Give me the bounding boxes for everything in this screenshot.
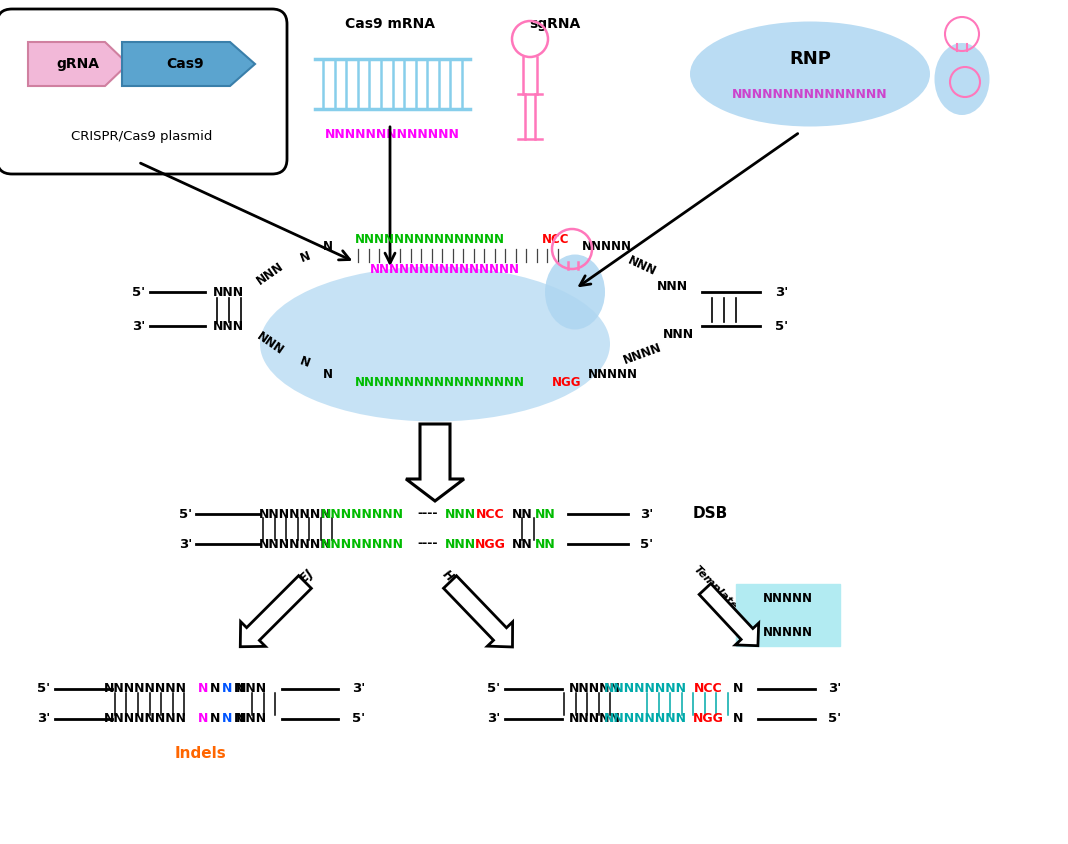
Text: NNNNNNNN: NNNNNNNN <box>603 683 687 695</box>
Text: N: N <box>733 683 743 695</box>
Text: NNNNNNNNNNNNNNNNN: NNNNNNNNNNNNNNNNN <box>355 376 525 388</box>
Text: NNNNN: NNNNN <box>569 683 621 695</box>
Text: ----: ---- <box>418 507 438 521</box>
Text: NCC: NCC <box>475 507 504 521</box>
Text: 3': 3' <box>640 507 654 521</box>
Text: Cas9 mRNA: Cas9 mRNA <box>345 17 435 31</box>
Text: NN: NN <box>535 507 555 521</box>
Text: NGG: NGG <box>692 712 723 726</box>
Text: N: N <box>323 240 333 252</box>
Text: NNN: NNN <box>235 683 267 695</box>
FancyArrow shape <box>240 576 312 647</box>
Text: 5': 5' <box>37 683 50 695</box>
Text: gRNA: gRNA <box>57 57 99 71</box>
Text: N: N <box>323 367 333 381</box>
Text: NNNNN: NNNNN <box>763 592 813 605</box>
Text: 3': 3' <box>828 683 842 695</box>
Text: NNNNNNNN: NNNNNNNN <box>104 712 187 726</box>
Text: 3': 3' <box>352 683 365 695</box>
Text: N: N <box>222 683 232 695</box>
Text: NCC: NCC <box>541 232 569 246</box>
Text: NN: NN <box>535 538 555 550</box>
Text: RNP: RNP <box>789 50 831 68</box>
Text: 3': 3' <box>487 712 500 726</box>
Text: NNNNN: NNNNN <box>582 240 632 252</box>
Text: NNN: NNN <box>626 254 658 279</box>
Text: NNN: NNN <box>657 279 688 293</box>
Text: N: N <box>209 683 220 695</box>
Ellipse shape <box>545 255 604 329</box>
FancyArrow shape <box>700 583 758 646</box>
Text: NNN: NNN <box>254 260 286 288</box>
Text: N: N <box>298 354 312 370</box>
Text: 5': 5' <box>178 507 192 521</box>
Text: N: N <box>222 712 232 726</box>
Text: NNN: NNN <box>444 507 475 521</box>
Text: NNNNNNNNNNNNNNN: NNNNNNNNNNNNNNN <box>370 262 520 275</box>
Text: 5': 5' <box>828 712 842 726</box>
Text: NNNNNNNNNNNNNNN: NNNNNNNNNNNNNNN <box>733 88 888 100</box>
Text: NNNNNNNNNNNNNNN: NNNNNNNNNNNNNNN <box>355 232 505 246</box>
Text: N: N <box>209 712 220 726</box>
Text: N: N <box>298 249 312 265</box>
Text: 3': 3' <box>775 285 788 299</box>
Text: N: N <box>733 712 743 726</box>
Text: NNN: NNN <box>213 320 244 333</box>
Text: NNNNNNNN: NNNNNNNN <box>320 507 404 521</box>
FancyBboxPatch shape <box>736 584 841 646</box>
Text: NNNNNNNNNNNNN: NNNNNNNNNNNNN <box>325 127 459 140</box>
Text: NNN: NNN <box>662 327 693 340</box>
Text: NGG: NGG <box>552 376 581 388</box>
Text: NNN: NNN <box>254 330 286 358</box>
Text: N: N <box>198 683 208 695</box>
Text: NNNNN: NNNNN <box>763 625 813 639</box>
Text: 3': 3' <box>178 538 192 550</box>
Text: 5': 5' <box>352 712 365 726</box>
Text: 5': 5' <box>487 683 500 695</box>
Text: Template: Template <box>691 564 739 612</box>
Text: NN: NN <box>512 507 532 521</box>
Polygon shape <box>28 42 128 86</box>
Text: CRISPR/Cas9 plasmid: CRISPR/Cas9 plasmid <box>72 129 213 143</box>
Text: NNN: NNN <box>213 285 244 299</box>
Ellipse shape <box>690 21 930 127</box>
Text: NCC: NCC <box>694 683 722 695</box>
Text: NNNNNNN: NNNNNNN <box>258 538 331 550</box>
Text: NNNN: NNNN <box>621 341 663 367</box>
Text: 5': 5' <box>775 320 788 333</box>
Text: NNN: NNN <box>444 538 475 550</box>
Text: HDR: HDR <box>440 567 470 597</box>
Text: NNN: NNN <box>235 712 267 726</box>
Ellipse shape <box>934 43 989 115</box>
Ellipse shape <box>260 267 610 421</box>
Text: N: N <box>234 712 245 726</box>
Text: 3': 3' <box>36 712 50 726</box>
Text: Indels: Indels <box>174 746 225 761</box>
Text: NNNNNNNN: NNNNNNNN <box>104 683 187 695</box>
Text: NN: NN <box>512 538 532 550</box>
Text: NNNNN: NNNNN <box>569 712 621 726</box>
Text: NNNNNNNN: NNNNNNNN <box>320 538 404 550</box>
Text: NNNNN: NNNNN <box>588 367 638 381</box>
Text: Cas9: Cas9 <box>167 57 204 71</box>
Text: DSB: DSB <box>692 506 727 522</box>
Text: NGG: NGG <box>474 538 505 550</box>
Text: N: N <box>234 683 245 695</box>
Text: N: N <box>198 712 208 726</box>
FancyArrow shape <box>406 424 464 501</box>
Text: ----: ---- <box>418 538 438 550</box>
FancyArrow shape <box>443 576 513 647</box>
FancyBboxPatch shape <box>0 9 287 174</box>
Polygon shape <box>122 42 255 86</box>
Text: NHEJ: NHEJ <box>284 566 316 598</box>
Text: 5': 5' <box>131 285 145 299</box>
Text: 5': 5' <box>640 538 654 550</box>
Text: 3': 3' <box>131 320 145 333</box>
Text: NNNNNNNN: NNNNNNNN <box>603 712 687 726</box>
Text: sgRNA: sgRNA <box>530 17 581 31</box>
Text: NNNNNNN: NNNNNNN <box>258 507 331 521</box>
